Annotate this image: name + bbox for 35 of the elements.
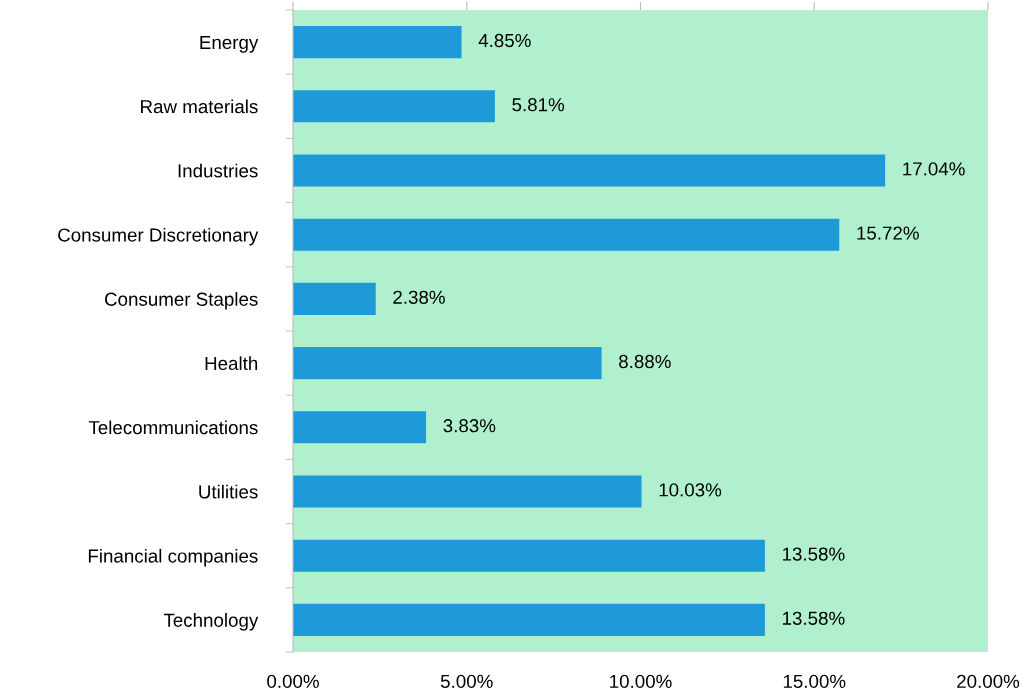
bar xyxy=(293,90,495,123)
y-tick-label: Raw materials xyxy=(141,99,258,114)
x-tick-label: 5.00% xyxy=(440,674,493,688)
bar xyxy=(293,282,376,315)
y-tick-label: Technology xyxy=(163,613,259,631)
data-label: 3.83% xyxy=(443,419,496,433)
y-tick-label: Utilities xyxy=(199,484,258,499)
data-label: 2.38% xyxy=(393,290,445,304)
data-label: 17.04% xyxy=(903,162,965,176)
bar xyxy=(293,475,642,508)
data-label: 8.88% xyxy=(619,354,671,369)
y-tick-label: Industries xyxy=(178,163,258,178)
bar xyxy=(293,603,765,636)
bar xyxy=(293,411,427,444)
y-tick-label: Consumer Staples xyxy=(105,292,258,310)
x-tick-label: 20.00% xyxy=(957,674,1020,688)
data-label: 10.03% xyxy=(659,483,722,497)
data-label: 4.85% xyxy=(478,33,531,48)
y-tick-label: Financial companies xyxy=(88,548,258,567)
bar xyxy=(293,26,462,59)
bar xyxy=(293,218,840,251)
bar xyxy=(293,347,602,380)
data-label: 13.58% xyxy=(783,611,845,625)
bar xyxy=(293,539,765,572)
x-tick-label: 0.00% xyxy=(267,674,319,688)
bar xyxy=(293,154,886,187)
y-tick-label: Health xyxy=(205,356,258,371)
data-label: 5.81% xyxy=(512,98,565,112)
y-tick-label: Energy xyxy=(200,35,259,53)
y-tick-label: Telecommunications xyxy=(88,420,258,435)
x-tick-label: 10.00% xyxy=(610,674,672,688)
data-label: 13.58% xyxy=(783,547,845,561)
x-tick-label: 15.00% xyxy=(783,674,846,688)
data-label: 15.72% xyxy=(857,226,919,240)
y-tick-label: Consumer Discretionary xyxy=(58,227,259,246)
